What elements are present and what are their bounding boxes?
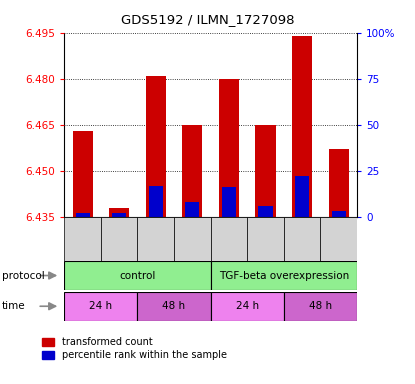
Bar xyxy=(222,187,236,217)
Bar xyxy=(146,76,166,217)
Bar xyxy=(295,176,309,217)
Bar xyxy=(137,292,210,321)
Bar xyxy=(73,131,93,217)
Bar xyxy=(210,217,247,261)
Bar xyxy=(255,125,276,217)
Bar xyxy=(210,292,284,321)
Bar xyxy=(64,261,210,290)
Bar xyxy=(185,202,199,217)
Bar xyxy=(109,208,129,217)
Bar xyxy=(329,149,349,217)
Bar xyxy=(174,217,211,261)
Bar xyxy=(320,217,357,261)
Bar xyxy=(219,79,239,217)
Bar xyxy=(210,261,357,290)
Bar xyxy=(332,212,346,217)
Bar xyxy=(101,217,137,261)
Text: control: control xyxy=(119,270,156,281)
Text: TGF-beta overexpression: TGF-beta overexpression xyxy=(219,270,349,281)
Bar xyxy=(112,213,126,217)
Bar xyxy=(137,217,174,261)
Text: 24 h: 24 h xyxy=(236,301,259,311)
Bar xyxy=(247,217,284,261)
Text: time: time xyxy=(2,301,26,311)
Bar xyxy=(259,206,273,217)
Text: 48 h: 48 h xyxy=(309,301,332,311)
Bar xyxy=(284,217,320,261)
Text: 48 h: 48 h xyxy=(163,301,186,311)
Bar xyxy=(182,125,203,217)
Text: protocol: protocol xyxy=(2,270,45,281)
Bar xyxy=(284,292,357,321)
Legend: transformed count, percentile rank within the sample: transformed count, percentile rank withi… xyxy=(42,337,227,360)
Text: 24 h: 24 h xyxy=(89,301,112,311)
Bar xyxy=(76,213,90,217)
Bar xyxy=(292,36,312,217)
Bar xyxy=(64,217,101,261)
Bar xyxy=(149,185,163,217)
Text: GDS5192 / ILMN_1727098: GDS5192 / ILMN_1727098 xyxy=(121,13,294,26)
Bar xyxy=(64,292,137,321)
